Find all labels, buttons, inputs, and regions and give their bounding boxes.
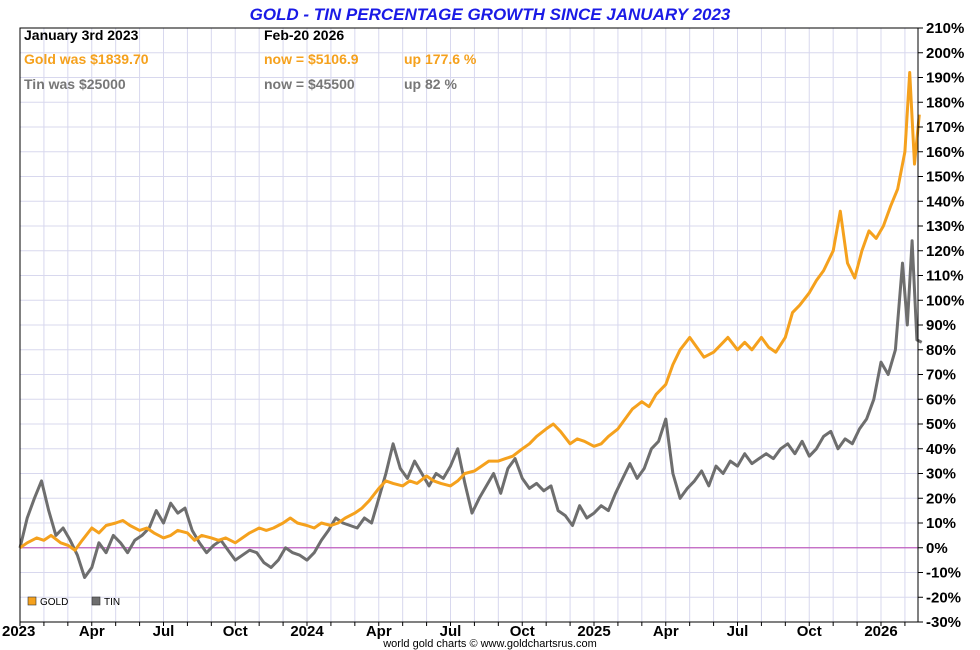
y-tick-label: -20% — [926, 589, 961, 606]
x-tick-label: Apr — [653, 623, 679, 640]
tin-up-label: up 82 % — [404, 76, 457, 92]
y-tick-label: 100% — [926, 292, 964, 309]
tin-now-label: now = $45500 — [264, 76, 355, 92]
x-tick-label: Jul — [440, 623, 462, 640]
x-tick-label: Apr — [79, 623, 105, 640]
x-tick-label: Oct — [223, 623, 248, 640]
tin-was-label: Tin was $25000 — [24, 76, 126, 92]
legend-tin-swatch — [91, 596, 101, 606]
legend-gold-swatch — [27, 596, 37, 606]
gold-up-label: up 177.6 % — [404, 51, 477, 67]
y-tick-label: 170% — [926, 119, 964, 136]
y-tick-label: 60% — [926, 391, 956, 408]
chart-credit: world gold charts © www.goldchartsrus.co… — [382, 638, 597, 650]
y-tick-label: 130% — [926, 218, 964, 235]
y-tick-label: 190% — [926, 70, 964, 87]
y-tick-label: 80% — [926, 342, 956, 359]
y-tick-label: 180% — [926, 94, 964, 111]
x-tick-label: 2024 — [290, 623, 324, 640]
y-tick-label: -30% — [926, 614, 961, 631]
y-tick-label: 20% — [926, 490, 956, 507]
y-tick-label: 0% — [926, 540, 948, 557]
end-date-label: Feb-20 2026 — [264, 27, 344, 43]
legend-gold-label: GOLD — [40, 597, 68, 608]
y-axis: 210% 200% 190% 180% 170% 160% 150% 140% 130% 120%… — [918, 20, 964, 631]
series-layer — [18, 71, 923, 579]
y-tick-label: 10% — [926, 515, 956, 532]
y-tick-label: 120% — [926, 243, 964, 260]
y-tick-label: 40% — [926, 441, 956, 458]
y-tick-label: 210% — [926, 20, 964, 37]
x-tick-label: 2025 — [577, 623, 610, 640]
chart-title: GOLD - TIN PERCENTAGE GROWTH SINCE JANUA… — [250, 5, 731, 24]
x-tick-label: Jul — [153, 623, 175, 640]
x-tick-label: Oct — [797, 623, 822, 640]
y-tick-label: -10% — [926, 565, 961, 582]
x-axis: 2023 Apr Jul Oct 2024 Apr Jul Oct 2025 Apr Jul Oct 2… — [2, 622, 906, 640]
x-tick-label: 2026 — [864, 623, 897, 640]
y-tick-label: 30% — [926, 466, 956, 483]
gold-now-label: now = $5106.9 — [264, 51, 359, 67]
gold-was-label: Gold was $1839.70 — [24, 51, 149, 67]
start-date-label: January 3rd 2023 — [24, 27, 139, 43]
x-tick-label: 2023 — [2, 623, 35, 640]
y-tick-label: 150% — [926, 169, 964, 186]
series-line-tin — [18, 239, 923, 579]
y-tick-label: 110% — [926, 268, 964, 285]
series-line-gold — [19, 71, 921, 552]
x-tick-label: Jul — [727, 623, 749, 640]
x-tick-label: Apr — [366, 623, 392, 640]
y-tick-label: 160% — [926, 144, 964, 161]
y-tick-label: 50% — [926, 416, 956, 433]
y-tick-label: 200% — [926, 45, 964, 62]
legend: GOLD TIN — [27, 596, 120, 608]
y-tick-label: 90% — [926, 317, 956, 334]
y-tick-label: 70% — [926, 367, 956, 384]
legend-tin-label: TIN — [104, 597, 120, 608]
x-tick-label: Oct — [510, 623, 535, 640]
y-tick-label: 140% — [926, 193, 964, 210]
